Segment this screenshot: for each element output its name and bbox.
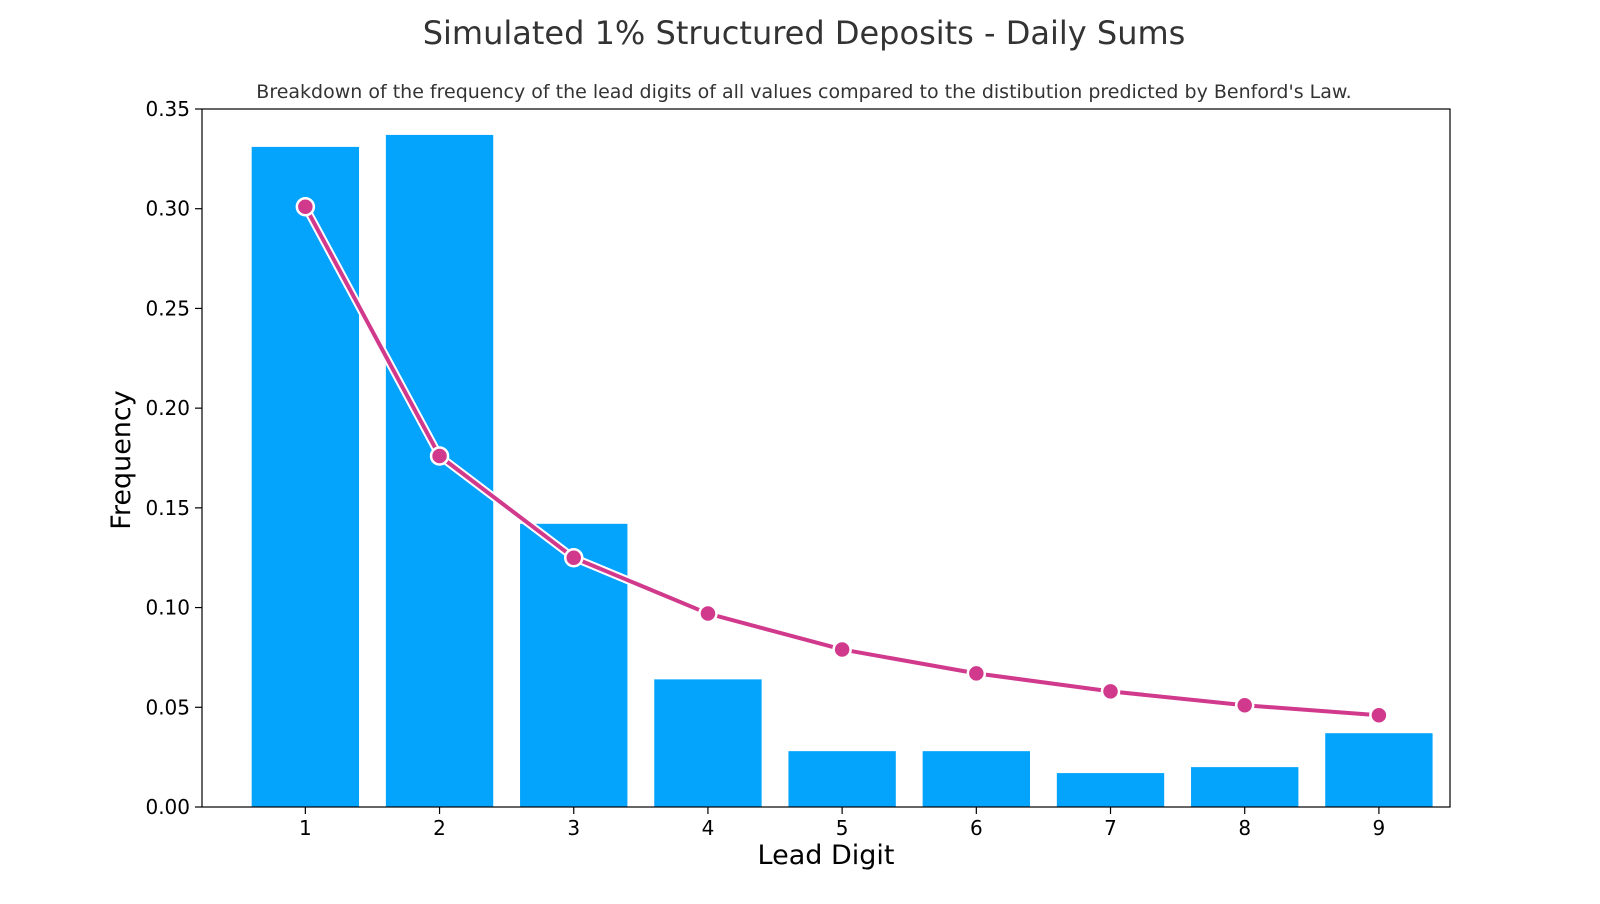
x-tick-label: 2 xyxy=(433,816,446,840)
bar-digit-5 xyxy=(788,751,896,807)
x-tick-label: 6 xyxy=(970,816,983,840)
y-tick-label: 0.10 xyxy=(145,596,190,620)
x-axis-label: Lead Digit xyxy=(758,840,895,871)
bars-layer xyxy=(251,134,1433,808)
benford-marker-digit-3 xyxy=(563,547,584,568)
y-tick-label: 0.25 xyxy=(145,296,190,320)
y-tick-label: 0.30 xyxy=(145,197,190,221)
y-axis: 0.00 0.05 0.10 0.15 0.20 0.25 0.30 0.35 xyxy=(145,97,202,819)
x-tick-label: 4 xyxy=(702,816,715,840)
chart-title: Simulated 1% Structured Deposits - Daily… xyxy=(423,14,1186,52)
x-tick-label: 7 xyxy=(1104,816,1117,840)
y-tick-label: 0.00 xyxy=(145,795,190,819)
bar-digit-2 xyxy=(385,134,494,807)
x-axis: 1 2 3 4 5 6 7 8 9 xyxy=(299,807,1385,840)
bar-digit-9 xyxy=(1325,733,1433,807)
plot-frame xyxy=(201,108,1451,808)
bar-digit-6 xyxy=(922,751,1030,807)
x-tick-label: 9 xyxy=(1373,816,1386,840)
bar-digit-1 xyxy=(251,146,360,808)
y-tick-label: 0.15 xyxy=(145,496,190,520)
y-tick-label: 0.05 xyxy=(145,695,190,719)
y-tick-label: 0.35 xyxy=(145,97,190,121)
benford-marker-digit-4 xyxy=(698,603,718,624)
y-axis-label: Frequency xyxy=(106,390,137,530)
x-tick-label: 8 xyxy=(1238,816,1251,840)
benford-marker-digit-9 xyxy=(1369,705,1389,726)
x-tick-label: 1 xyxy=(299,816,312,840)
bar-digit-7 xyxy=(1056,773,1165,807)
benford-marker-digit-6 xyxy=(966,663,987,684)
x-tick-label: 5 xyxy=(836,816,849,840)
bar-digit-4 xyxy=(654,679,762,807)
benford-marker-digit-8 xyxy=(1234,695,1255,716)
x-tick-label: 3 xyxy=(567,816,580,840)
benford-marker-digit-7 xyxy=(1100,681,1121,702)
benford-marker-digit-5 xyxy=(832,639,852,660)
y-tick-label: 0.20 xyxy=(145,396,190,420)
bar-digit-8 xyxy=(1191,767,1299,807)
chart-subtitle: Breakdown of the frequency of the lead d… xyxy=(256,81,1351,103)
benford-marker-digit-1 xyxy=(295,196,316,217)
benford-marker-digit-2 xyxy=(429,446,450,466)
benford-markers-layer xyxy=(295,196,1389,726)
